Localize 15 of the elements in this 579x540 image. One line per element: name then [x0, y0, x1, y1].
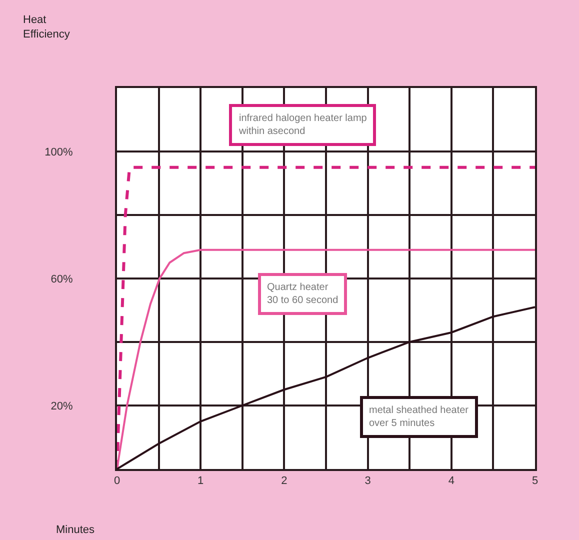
y-tick-label: 20% [50, 400, 74, 412]
x-axis-title: Minutes [56, 524, 96, 536]
x-tick-label: 3 [364, 475, 371, 488]
x-tick-label: 2 [281, 475, 288, 488]
annotation: infrared halogen heater lamp within asecond [238, 113, 368, 137]
annotation: metal sheathed heater over 5 minutes [369, 405, 470, 429]
x-tick-label: 0 [114, 475, 120, 488]
y-tick-label: 100% [44, 146, 74, 158]
x-tick-label: 5 [532, 475, 538, 488]
y-axis-title: Heat Efficiency [23, 14, 70, 40]
y-tick-label: 60% [50, 273, 74, 286]
annotation: Quartz heater 30 to 60 second [267, 282, 338, 306]
line-series [117, 248, 535, 469]
x-tick-label: 4 [448, 475, 454, 488]
x-tick-label: 1 [198, 475, 204, 488]
